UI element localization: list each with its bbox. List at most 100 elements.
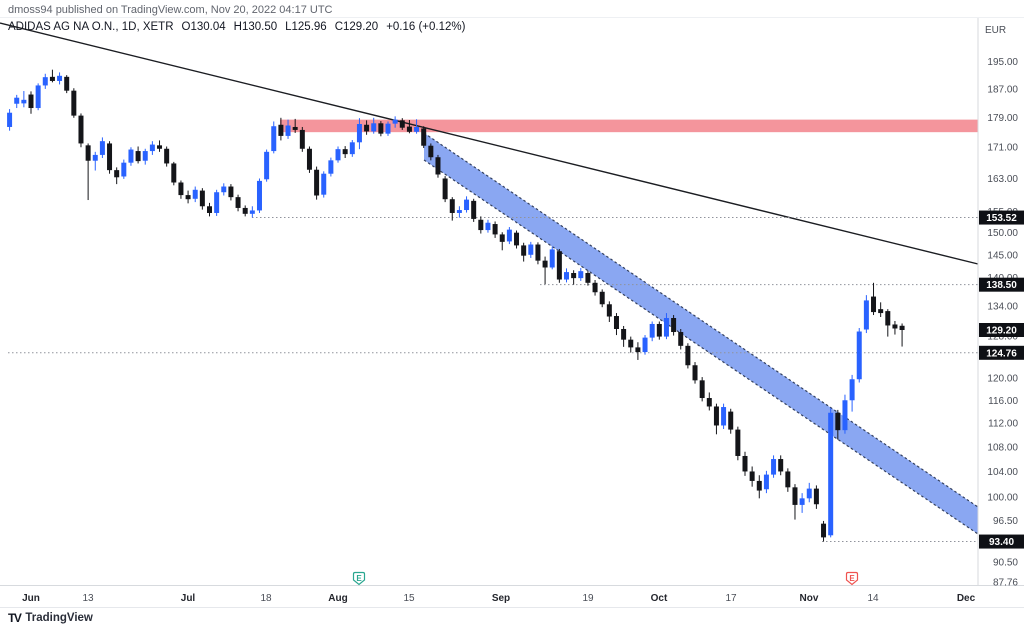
candle-body[interactable]	[599, 291, 605, 305]
candle-body[interactable]	[849, 379, 855, 401]
earnings-icon[interactable]	[352, 571, 366, 586]
candle-body[interactable]	[157, 145, 163, 149]
candle-body[interactable]	[571, 273, 577, 279]
candle-body[interactable]	[485, 222, 491, 231]
candle-body[interactable]	[464, 199, 470, 211]
candle-body[interactable]	[128, 149, 134, 163]
candle-body[interactable]	[635, 347, 641, 353]
candle-body[interactable]	[135, 151, 141, 162]
candle-body[interactable]	[321, 173, 327, 195]
candle-body[interactable]	[314, 169, 320, 196]
candle-body[interactable]	[713, 406, 719, 426]
candle-body[interactable]	[549, 249, 555, 268]
candle-body[interactable]	[456, 210, 462, 213]
candle-body[interactable]	[678, 332, 684, 346]
price-level-badge[interactable]	[979, 323, 1024, 337]
candle-body[interactable]	[792, 487, 798, 505]
candle-body[interactable]	[799, 498, 805, 505]
candle-body[interactable]	[235, 197, 241, 208]
candle-body[interactable]	[613, 316, 619, 329]
trend-channel-upper-line[interactable]	[423, 132, 979, 508]
candle-body[interactable]	[771, 459, 777, 475]
candle-body[interactable]	[721, 407, 727, 426]
candle-body[interactable]	[899, 325, 905, 330]
candle-body[interactable]	[28, 94, 34, 109]
candle-body[interactable]	[478, 219, 484, 231]
candle-body[interactable]	[606, 304, 612, 317]
candle-body[interactable]	[42, 77, 48, 86]
candle-body[interactable]	[542, 260, 548, 268]
price-level-badge[interactable]	[979, 210, 1024, 225]
candle-body[interactable]	[228, 186, 234, 198]
candle-body[interactable]	[21, 99, 27, 104]
candle-body[interactable]	[492, 224, 498, 235]
tradingview-logo[interactable]: TV TradingView	[8, 611, 93, 625]
candle-body[interactable]	[428, 145, 434, 158]
candle-body[interactable]	[71, 90, 77, 116]
candle-body[interactable]	[863, 300, 869, 330]
candle-body[interactable]	[821, 523, 827, 538]
candle-body[interactable]	[656, 323, 662, 337]
candle-body[interactable]	[406, 126, 412, 132]
candle-body[interactable]	[149, 144, 155, 152]
candle-body[interactable]	[514, 232, 520, 246]
candle-body[interactable]	[14, 97, 20, 104]
candle-body[interactable]	[249, 210, 255, 214]
candle-body[interactable]	[785, 471, 791, 488]
trend-channel-lower-line[interactable]	[423, 159, 979, 535]
candle-body[interactable]	[699, 380, 705, 399]
candle-body[interactable]	[885, 311, 891, 326]
candle-body[interactable]	[57, 75, 63, 81]
candle-body[interactable]	[142, 151, 148, 161]
candle-body[interactable]	[749, 471, 755, 481]
candle-body[interactable]	[742, 455, 748, 472]
candle-body[interactable]	[85, 145, 91, 161]
candle-body[interactable]	[207, 206, 212, 213]
candle-body[interactable]	[528, 244, 534, 255]
candle-body[interactable]	[506, 229, 512, 242]
candle-body[interactable]	[192, 189, 198, 199]
candle-body[interactable]	[164, 148, 170, 164]
candle-body[interactable]	[564, 272, 569, 280]
candle-body[interactable]	[356, 124, 362, 143]
candle-body[interactable]	[556, 251, 562, 280]
candle-body[interactable]	[121, 162, 127, 177]
candle-body[interactable]	[64, 76, 70, 91]
candle-body[interactable]	[278, 124, 284, 136]
candle-body[interactable]	[592, 282, 598, 293]
candle-body[interactable]	[385, 123, 391, 134]
candle-body[interactable]	[435, 157, 441, 175]
candle-body[interactable]	[628, 339, 634, 348]
candle-body[interactable]	[364, 124, 370, 132]
descending-trendline[interactable]	[0, 22, 979, 265]
price-level-badge[interactable]	[979, 534, 1024, 549]
price-level-badge[interactable]	[979, 277, 1024, 292]
candle-body[interactable]	[813, 488, 819, 505]
candle-body[interactable]	[892, 324, 898, 329]
candle-body[interactable]	[335, 149, 341, 161]
candle-body[interactable]	[806, 488, 812, 499]
candle-body[interactable]	[35, 85, 41, 109]
candle-body[interactable]	[378, 123, 384, 134]
candle-body[interactable]	[199, 190, 205, 207]
earnings-icon[interactable]	[845, 571, 859, 586]
candle-body[interactable]	[642, 337, 648, 353]
candle-body[interactable]	[878, 309, 884, 314]
candle-body[interactable]	[499, 234, 505, 242]
candle-body[interactable]	[78, 115, 84, 144]
candle-body[interactable]	[256, 180, 262, 211]
candle-body[interactable]	[271, 126, 277, 152]
candle-body[interactable]	[399, 120, 405, 128]
candle-body[interactable]	[349, 142, 355, 155]
candle-body[interactable]	[178, 182, 184, 196]
symbol-legend[interactable]: ADIDAS AG NA O.N., 1D, XETR O130.04 H130.5…	[8, 21, 465, 33]
candle-body[interactable]	[663, 317, 669, 337]
candle-body[interactable]	[871, 296, 877, 313]
candle-body[interactable]	[342, 149, 348, 155]
candle-body[interactable]	[285, 125, 291, 136]
candle-body[interactable]	[371, 123, 377, 132]
candle-body[interactable]	[107, 143, 113, 171]
candle-body[interactable]	[835, 412, 841, 431]
candle-body[interactable]	[7, 112, 13, 127]
